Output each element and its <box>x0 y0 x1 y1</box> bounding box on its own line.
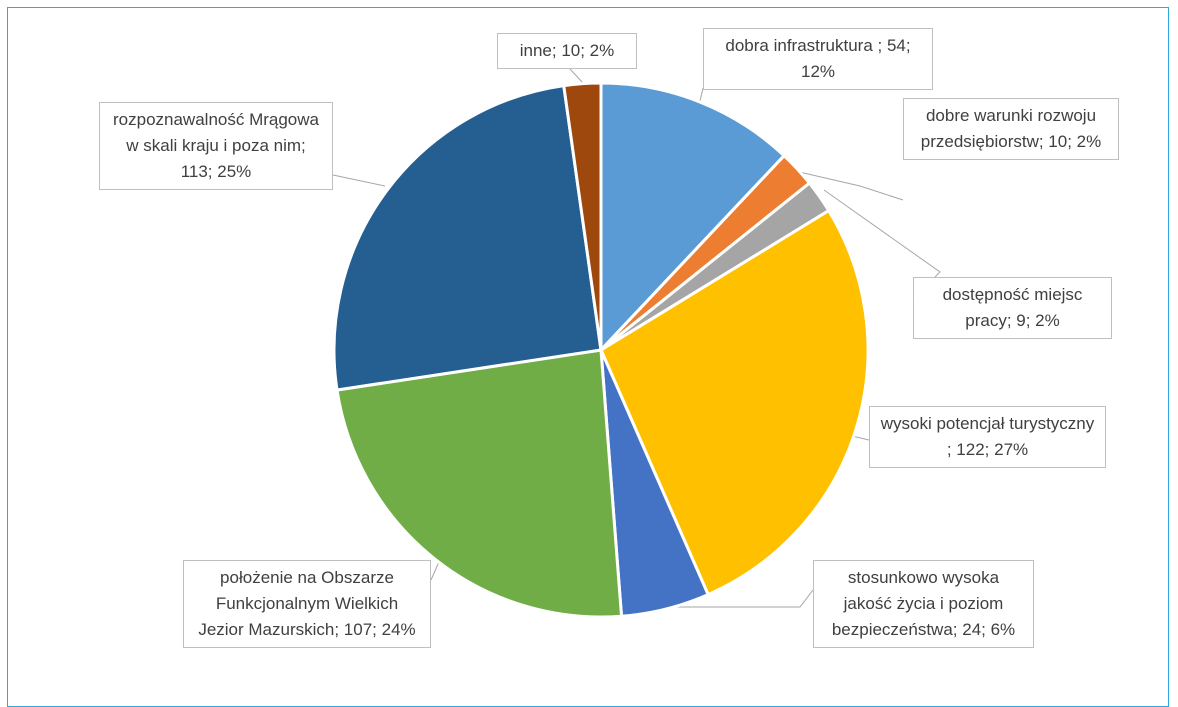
pie-slice <box>599 208 870 597</box>
leader-line <box>332 174 386 187</box>
pie-slice <box>332 83 603 392</box>
data-label: inne; 10; 2% <box>497 33 637 69</box>
leader-line <box>655 589 814 608</box>
leader-line <box>569 68 584 84</box>
data-label: dobre warunki rozwoju przedsiębiorstw; 1… <box>903 98 1119 160</box>
data-label: dostępność miejsc pracy; 9; 2% <box>913 277 1112 339</box>
pie-slice <box>562 81 603 351</box>
data-label: rozpoznawalność Mrągowa w skali kraju i … <box>99 102 333 190</box>
data-label: stosunkowo wysoka jakość życia i poziom … <box>813 560 1034 648</box>
data-label: dobra infrastruktura ; 54; 12% <box>703 28 933 90</box>
pie-slice <box>335 348 624 619</box>
data-label: położenie na Obszarze Funkcjonalnym Wiel… <box>183 560 431 648</box>
slices <box>332 81 870 619</box>
page: (() => { const data = JSON.parse(documen… <box>7 7 1169 707</box>
data-label: wysoki potencjał turystyczny ; 122; 27% <box>869 406 1106 468</box>
pie-slice <box>599 81 787 354</box>
leader-line <box>699 87 704 102</box>
chart <box>332 68 941 619</box>
leader-line <box>781 167 904 201</box>
